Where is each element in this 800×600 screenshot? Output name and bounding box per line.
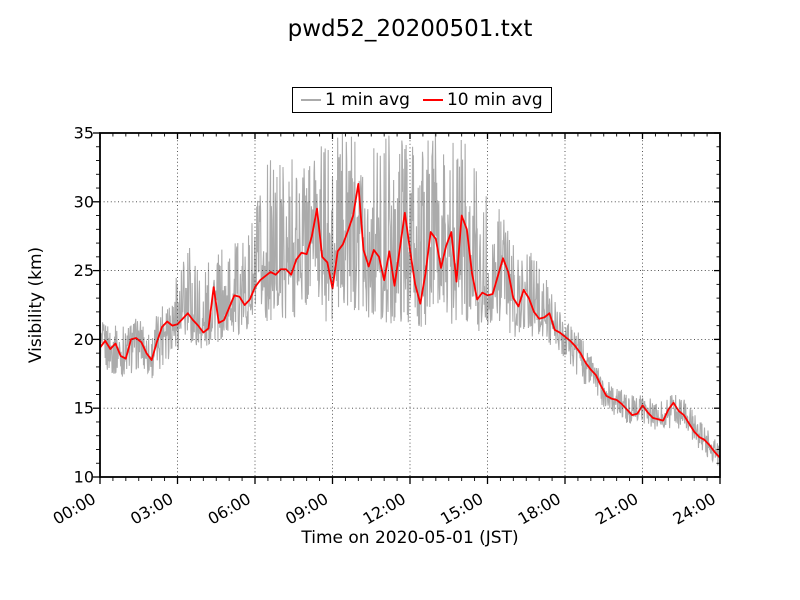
series-1min-line [100, 133, 720, 467]
series-10min-line [100, 183, 720, 459]
chart-title: pwd52_20200501.txt [287, 16, 533, 42]
legend-line-sample-10min [422, 99, 443, 101]
legend-entry-1min: 1 min avg [301, 90, 410, 110]
y-tick-label: 15 [74, 399, 94, 418]
data-layer [100, 133, 720, 467]
x-tick-label: 09:00 [282, 489, 331, 529]
y-tick-label: 25 [74, 261, 94, 280]
x-tick-label: 12:00 [360, 489, 409, 529]
legend-line-sample-1min [301, 99, 321, 101]
axes-frame [99, 132, 721, 478]
y-tick-label: 30 [74, 192, 94, 211]
legend-label-1min: 1 min avg [325, 90, 410, 110]
y-tick-label: 20 [74, 330, 94, 349]
x-tick-label: 00:00 [50, 489, 99, 529]
legend-entry-10min: 10 min avg [422, 90, 543, 110]
x-tick-label: 21:00 [592, 489, 641, 529]
x-tick-label: 06:00 [205, 489, 254, 529]
legend-label-10min: 10 min avg [446, 90, 543, 110]
legend: 1 min avg 10 min avg [292, 87, 552, 113]
x-tick-label: 03:00 [127, 489, 176, 529]
x-tick-label: 15:00 [437, 489, 486, 529]
y-tick-label: 35 [74, 124, 94, 143]
x-tick-label: 24:00 [670, 489, 719, 529]
grid-layer [100, 133, 720, 477]
y-tick-label: 10 [74, 468, 94, 487]
x-tick-label: 18:00 [515, 489, 564, 529]
y-axis-label: Visibility (km) [26, 246, 46, 364]
x-axis-label: Time on 2020-05-01 (JST) [301, 528, 519, 548]
